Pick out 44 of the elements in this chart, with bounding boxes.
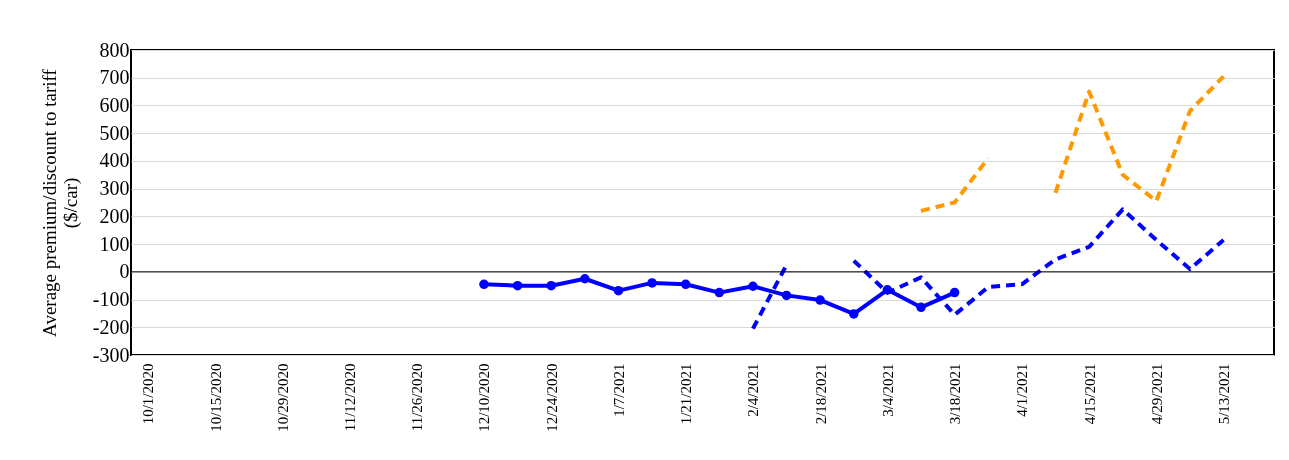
x-tick-label: 2/18/2021: [812, 363, 829, 425]
x-tick-label: 3/18/2021: [947, 363, 964, 425]
point: [916, 302, 926, 313]
y-axis-title: Average premium/discount to tariff ($/car): [38, 68, 82, 337]
point: [849, 309, 859, 319]
point: [680, 279, 691, 290]
x-tick-label: 11/12/2020: [342, 363, 359, 432]
x-tick-label: 12/24/2020: [543, 363, 560, 432]
y-tick-label: 200: [99, 204, 130, 227]
x-tick-label: 2/4/2021: [745, 363, 762, 417]
x-tick-label: 10/29/2020: [274, 363, 291, 432]
point: [580, 274, 590, 284]
point: [815, 295, 825, 305]
point: [949, 287, 960, 298]
y-tick-label: -300: [92, 343, 130, 366]
x-tick-label: 5/13/2021: [1216, 363, 1233, 425]
point: [748, 281, 758, 291]
point: [647, 278, 657, 288]
x-tick-label: 11/26/2020: [409, 363, 426, 432]
y-tick-label: 400: [99, 149, 130, 172]
point: [546, 280, 556, 291]
x-tick-label: 12/10/2020: [476, 363, 493, 432]
x-tick-label: 10/15/2020: [207, 363, 224, 432]
y-tick-label: -200: [92, 315, 130, 338]
y-tick-label: 100: [99, 232, 130, 255]
x-tick-label: 4/29/2021: [1148, 363, 1165, 425]
point: [613, 285, 624, 296]
x-tick-label: 4/15/2021: [1081, 363, 1098, 425]
point: [512, 280, 523, 291]
x-tick-label: 1/21/2021: [678, 363, 695, 425]
x-tick-label: 3/4/2021: [879, 363, 896, 417]
point: [714, 287, 725, 298]
y-tick-label: 0: [119, 260, 130, 283]
x-tick-label: 10/1/2020: [140, 363, 157, 425]
y-tick-label: 500: [99, 121, 130, 144]
y-tick-label: 800: [99, 38, 130, 61]
point: [781, 290, 792, 301]
point: [479, 279, 489, 290]
y-tick-label: 600: [99, 93, 130, 116]
x-tick-label: 1/7/2021: [610, 363, 627, 417]
y-tick-label: 700: [99, 66, 130, 89]
x-tick-label: 4/1/2021: [1014, 363, 1031, 417]
y-tick-label: -100: [92, 288, 130, 311]
y-tick-label: 300: [99, 177, 130, 200]
